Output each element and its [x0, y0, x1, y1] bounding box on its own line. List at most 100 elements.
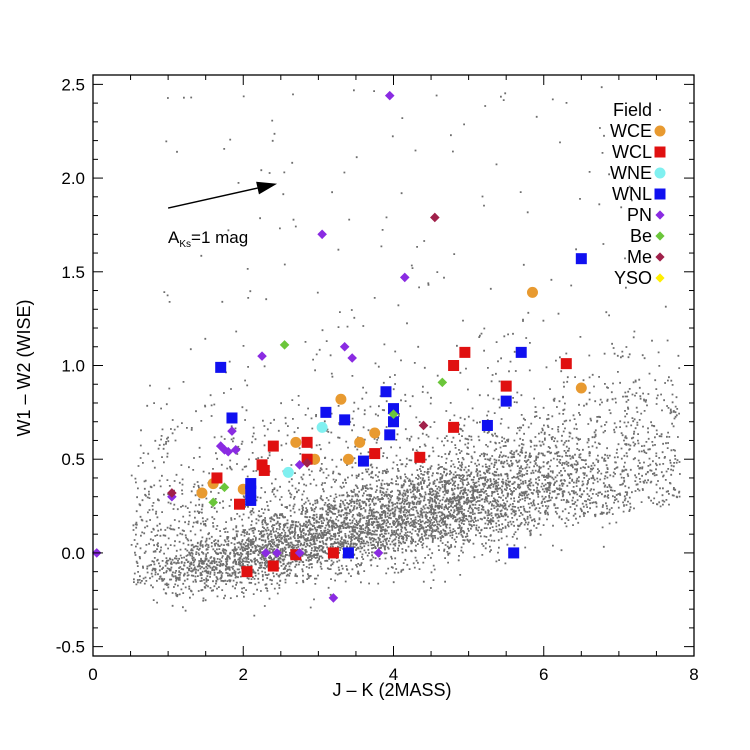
wcl-point — [256, 459, 268, 471]
x-tick-label: 2 — [239, 665, 248, 684]
legend-label: WCL — [612, 142, 652, 162]
legend-label: Be — [630, 226, 652, 246]
wcl-point — [369, 448, 381, 460]
legend-label: WNL — [612, 184, 652, 204]
wcl-point — [241, 566, 253, 578]
wce-point — [354, 436, 366, 448]
wce-point — [335, 393, 347, 405]
pn-point — [260, 548, 271, 558]
legend-label: YSO — [614, 268, 652, 288]
wce-point — [290, 436, 302, 448]
pn-point — [227, 426, 237, 436]
field-points — [130, 86, 681, 617]
wne-point — [316, 421, 328, 433]
x-tick-label: 4 — [389, 665, 398, 684]
wnl-point — [515, 346, 527, 358]
wcl-point — [500, 380, 512, 392]
x-axis-title: J – K (2MASS) — [332, 680, 451, 700]
me-point — [430, 212, 440, 223]
wce-point — [575, 382, 587, 394]
wcl-point — [290, 549, 302, 561]
object-markers — [91, 90, 587, 603]
wne-point — [282, 466, 294, 478]
wcl-point — [327, 547, 339, 559]
wcl-point — [258, 464, 270, 476]
extinction-label: AKs=1 mag — [168, 228, 248, 250]
wcl-point — [560, 358, 572, 370]
wnl-point — [226, 412, 238, 424]
y-tick-label: 2.5 — [61, 75, 85, 94]
be-point — [437, 377, 448, 388]
legend-label: WNE — [610, 163, 652, 183]
be-point — [388, 409, 399, 420]
wce-point — [526, 286, 538, 298]
wcl-point — [233, 498, 245, 510]
me-point — [418, 420, 429, 431]
y-tick-label: 0.0 — [61, 544, 85, 563]
y-tick-label: 1.0 — [61, 357, 85, 376]
pn-point — [339, 341, 350, 352]
legend-marker — [655, 231, 665, 241]
pn-point — [347, 353, 357, 363]
wnl-point — [245, 494, 257, 506]
wnl-point — [508, 547, 520, 559]
pn-point — [384, 90, 395, 101]
legend-label: Field — [613, 100, 652, 120]
legend-label: PN — [627, 205, 652, 225]
wnl-point — [245, 485, 257, 497]
wnl-point — [357, 455, 369, 467]
x-tick-label: 8 — [689, 665, 698, 684]
be-point — [208, 497, 218, 508]
wnl-point — [384, 429, 396, 441]
legend-label: WCE — [610, 121, 652, 141]
be-point — [219, 482, 230, 493]
legend-marker — [659, 109, 661, 111]
wcl-point — [459, 346, 471, 358]
wcl-point — [267, 440, 279, 452]
extinction-annotation: AKs=1 mag — [167, 181, 278, 250]
pn-point — [373, 548, 384, 558]
wce-point — [196, 487, 208, 499]
wcl-point — [448, 421, 460, 433]
pn-point — [215, 441, 226, 451]
pn-point — [230, 445, 241, 455]
wce-point — [342, 453, 354, 465]
wnl-point — [320, 406, 332, 418]
pn-point — [317, 229, 327, 240]
x-tick-label: 0 — [88, 665, 97, 684]
y-tick-label: 1.5 — [61, 263, 85, 282]
pn-point — [328, 593, 339, 603]
me-point — [302, 458, 312, 468]
wnl-point — [388, 416, 399, 428]
legend-marker — [655, 252, 665, 262]
legend-marker — [654, 188, 666, 200]
wnl-point — [388, 403, 399, 415]
pn-point — [257, 351, 267, 361]
wnl-point — [500, 395, 512, 407]
wnl-point — [342, 547, 354, 559]
legend-marker — [654, 146, 666, 158]
wnl-point — [481, 419, 493, 431]
me-point — [167, 488, 177, 498]
pn-point — [294, 548, 305, 558]
wcl-point — [211, 472, 223, 484]
wcl-point — [301, 436, 313, 448]
wcl-point — [448, 360, 460, 371]
wnl-point — [215, 361, 227, 373]
legend-marker — [654, 167, 666, 179]
legend-marker — [655, 210, 665, 220]
extinction-arrow-head — [256, 181, 278, 195]
pn-point — [399, 272, 410, 283]
extinction-arrow — [167, 187, 258, 209]
y-axis-title: W1 – W2 (WISE) — [14, 299, 34, 436]
wnl-point — [339, 414, 351, 426]
legend-marker — [654, 125, 666, 137]
axes: 0 2 4 6 8 -0.5 0.0 0.5 1.0 1.5 2.0 2.5 — [56, 74, 699, 684]
field-star-cloud — [130, 86, 681, 617]
wnl-point — [245, 478, 257, 490]
wnl-point — [380, 386, 392, 398]
legend-label: Me — [627, 247, 652, 267]
wce-point — [369, 427, 381, 439]
